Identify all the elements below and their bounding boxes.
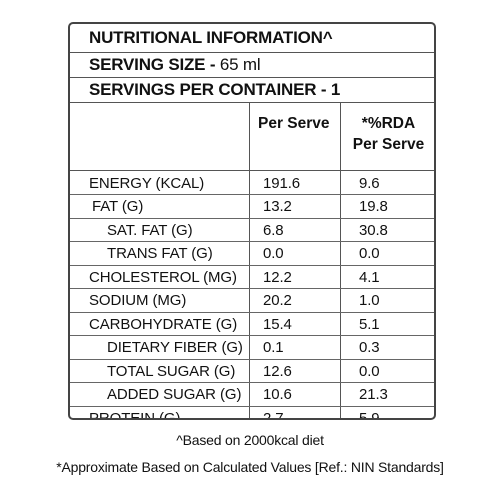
header-divider: [70, 170, 434, 171]
nutrient-name: CARBOHYDRATE (G): [89, 315, 238, 333]
serving-size-row: SERVING SIZE - 65 ml: [70, 53, 434, 78]
nutrient-rda-value: 5.9: [359, 409, 380, 420]
nutrient-per-serve-value: 0.1: [263, 339, 284, 356]
nutrient-per-serve-value: 191.6: [263, 174, 301, 192]
nutrient-name: SAT. FAT (G): [107, 221, 193, 239]
nutrient-name: SODIUM (MG): [89, 292, 187, 309]
nutrient-rda-value: 21.3: [359, 386, 388, 403]
nutrient-rda-value: 0.0: [359, 245, 380, 262]
nutrient-row: CARBOHYDRATE (G) 15.4 5.1: [70, 313, 434, 336]
servings-per-container-text: SERVINGS PER CONTAINER - 1: [89, 80, 341, 99]
nutrient-per-serve-value: 2.7: [263, 409, 284, 420]
nutrient-per-serve-value: 0.0: [263, 245, 284, 262]
nutrient-name: TRANS FAT (G): [107, 245, 213, 262]
nutrient-rda-value: 19.8: [359, 198, 388, 215]
nutrient-rda-value: 0.3: [359, 339, 380, 356]
column-header-rda-line2: Per Serve: [352, 136, 425, 153]
panel-title-text: NUTRITIONAL INFORMATION^: [89, 28, 333, 47]
nutrient-row: PROTEIN (G) 2.7 5.9: [70, 407, 434, 420]
column-header-rda: *%RDA Per Serve: [341, 103, 434, 170]
nutrient-row: DIETARY FIBER (G) 0.1 0.3: [70, 336, 434, 360]
panel-title: NUTRITIONAL INFORMATION^: [70, 24, 434, 53]
nutrient-rda-value: 0.0: [359, 362, 380, 380]
nutrient-row: ADDED SUGAR (G) 10.6 21.3: [70, 383, 434, 407]
nutrient-row: TRANS FAT (G) 0.0 0.0: [70, 242, 434, 266]
nutrient-per-serve-value: 12.2: [263, 268, 292, 286]
nutrient-per-serve-value: 20.2: [263, 292, 292, 309]
servings-per-container-row: SERVINGS PER CONTAINER - 1: [70, 78, 434, 103]
nutrient-row: TOTAL SUGAR (G) 12.6 0.0: [70, 360, 434, 383]
nutrient-name: TOTAL SUGAR (G): [107, 362, 236, 380]
serving-size-value: 65 ml: [219, 55, 261, 74]
nutrient-per-serve-value: 15.4: [263, 315, 292, 333]
nutrient-row: SODIUM (MG) 20.2 1.0: [70, 289, 434, 313]
nutrient-name: ENERGY (KCAL): [89, 174, 205, 192]
nutrient-per-serve-value: 12.6: [263, 362, 292, 380]
nutrition-facts-panel: NUTRITIONAL INFORMATION^ SERVING SIZE - …: [68, 22, 436, 420]
nutrient-name: ADDED SUGAR (G): [107, 386, 242, 403]
nutrient-rda-value: 4.1: [359, 268, 380, 286]
column-header-per-serve: Per Serve: [250, 103, 340, 170]
nutrient-name: PROTEIN (G): [89, 409, 181, 420]
nutrient-name: CHOLESTEROL (MG): [89, 268, 237, 286]
footnote-caret: ^Based on 2000kcal diet: [176, 432, 324, 448]
nutrient-rda-value: 9.6: [359, 174, 380, 192]
column-header-per-serve-text: Per Serve: [258, 115, 330, 132]
nutrient-row: SAT. FAT (G) 6.8 30.8: [70, 219, 434, 242]
nutrient-row: ENERGY (KCAL) 191.6 9.6: [70, 172, 434, 195]
column-divider: [340, 103, 341, 418]
nutrient-per-serve-value: 13.2: [263, 198, 292, 215]
column-header-rda-line1: *%RDA: [361, 115, 416, 132]
serving-size-label: SERVING SIZE -: [89, 55, 216, 74]
nutrient-name: FAT (G): [92, 198, 144, 215]
nutrient-name: DIETARY FIBER (G): [107, 339, 243, 356]
nutrient-per-serve-value: 6.8: [263, 221, 284, 239]
nutrient-row: CHOLESTEROL (MG) 12.2 4.1: [70, 266, 434, 289]
nutrient-rda-value: 30.8: [359, 221, 388, 239]
nutrient-rda-value: 5.1: [359, 315, 380, 333]
nutrient-row: FAT (G) 13.2 19.8: [70, 195, 434, 219]
column-divider: [249, 103, 250, 418]
nutrient-per-serve-value: 10.6: [263, 386, 292, 403]
nutrient-rda-value: 1.0: [359, 292, 380, 309]
footnote-asterisk: *Approximate Based on Calculated Values …: [56, 459, 444, 475]
